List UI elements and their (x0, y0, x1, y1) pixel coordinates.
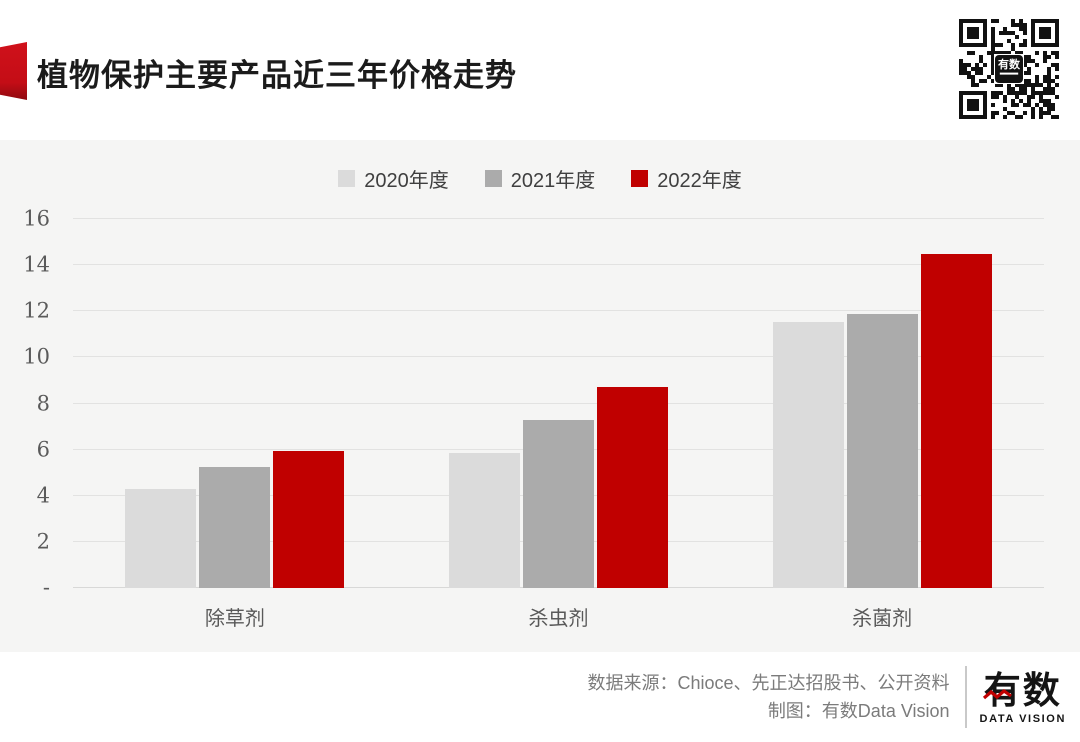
footer: 数据来源：Chioce、先正达招股书、公开资料 制图：有数Data Vision… (0, 652, 1080, 742)
y-tick-label: 16 (23, 206, 50, 231)
legend-swatch (338, 170, 356, 187)
legend-item-2020年度: 2020年度 (338, 164, 449, 193)
legend-item-2021年度: 2021年度 (484, 164, 596, 193)
y-tick-label: 6 (36, 437, 50, 462)
bar-杀虫剂-2020年度 (449, 453, 520, 588)
legend-swatch (631, 170, 649, 187)
bar-除草剂-2022年度 (273, 450, 345, 588)
x-category-label: 杀菌剂 (852, 608, 913, 630)
y-tick-label: 14 (23, 252, 50, 277)
gridline (73, 402, 1044, 404)
svg-text:有数: 有数 (998, 57, 1021, 71)
credit-line: 制图：有数Data Vision (767, 701, 950, 721)
footer-divider (964, 666, 967, 728)
chart-legend: 2020年度 2021年度 2022年度 (0, 164, 1080, 193)
y-axis: - 2 4 6 8 10 12 14 16 (0, 208, 50, 598)
bar-除草剂-2020年度 (125, 488, 197, 588)
gridline (73, 310, 1044, 312)
qr-code-image: 有数 (954, 14, 1064, 124)
qr-code: 有数 (954, 14, 1064, 124)
bar-杀菌剂-2020年度 (772, 321, 844, 588)
brand-logo-text: 有数 (983, 669, 1062, 711)
legend-label: 2022年度 (657, 170, 742, 192)
legend-label: 2021年度 (510, 170, 596, 192)
bar-杀虫剂-2022年度 (597, 387, 668, 588)
bar-group-杀菌剂 (720, 219, 1044, 588)
bar-group-杀虫剂 (397, 219, 721, 588)
bar-杀菌剂-2022年度 (920, 253, 992, 588)
data-source-line: 数据来源：Chioce、先正达招股书、公开资料 (587, 673, 950, 693)
x-category-label: 除草剂 (204, 608, 265, 630)
brand-logo-cn: 有数 (980, 670, 1066, 712)
y-tick-label: 2 (36, 529, 50, 554)
gridline (73, 218, 1044, 219)
y-tick-label: - (42, 575, 50, 600)
x-category-label: 杀虫剂 (528, 608, 589, 630)
bar-group-除草剂 (73, 219, 397, 588)
page-title: 植物保护主要产品近三年价格走势 (37, 58, 517, 93)
source-credits: 数据来源：Chioce、先正达招股书、公开资料 制图：有数Data Vision (588, 669, 950, 725)
gridline (73, 264, 1044, 266)
y-tick-label: 4 (36, 483, 50, 508)
y-tick-label: 10 (23, 344, 50, 369)
x-axis-labels: 除草剂 杀虫剂 杀菌剂 (73, 602, 1044, 631)
bar-groups (73, 219, 1044, 588)
y-tick-label: 12 (23, 298, 50, 323)
title-ribbon-icon (0, 42, 27, 100)
legend-item-2022年度: 2022年度 (631, 164, 742, 193)
chart-panel: 2020年度 2021年度 2022年度 - 2 4 6 8 10 12 14 16 除草剂 杀虫剂 杀… (0, 140, 1080, 652)
bar-除草剂-2021年度 (199, 466, 271, 588)
legend-swatch (484, 170, 502, 187)
brand-logo-subtext: DATA VISION (979, 712, 1066, 725)
bar-杀虫剂-2021年度 (523, 419, 594, 588)
y-tick-label: 8 (36, 391, 50, 415)
legend-label: 2020年度 (364, 170, 449, 192)
brand-logo: 有数 DATA VISION (980, 670, 1070, 725)
gridline (73, 356, 1044, 358)
plot-area (73, 218, 1044, 588)
header: 植物保护主要产品近三年价格走势 有数 (0, 0, 1080, 140)
logo-red-zigzag-icon (982, 688, 1012, 699)
bar-杀菌剂-2021年度 (846, 313, 918, 588)
